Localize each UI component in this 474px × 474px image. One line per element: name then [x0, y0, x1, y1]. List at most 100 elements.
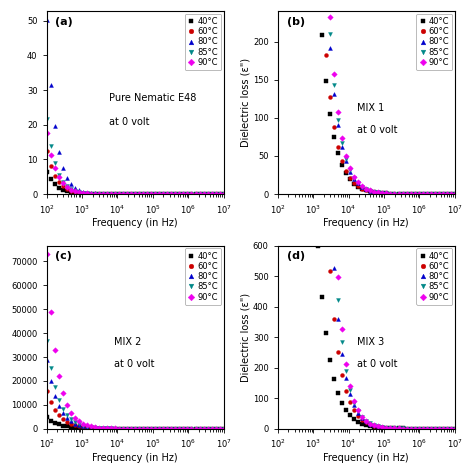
60°C [184, 426, 190, 431]
60°C [217, 426, 222, 431]
80°C [400, 426, 405, 431]
80°C [60, 165, 65, 171]
85°C [148, 191, 154, 197]
40°C [380, 190, 385, 196]
40°C [52, 420, 57, 426]
40°C [432, 191, 438, 197]
60°C [331, 316, 337, 321]
40°C [181, 191, 186, 197]
85°C [116, 191, 122, 197]
60°C [80, 424, 86, 430]
40°C [396, 191, 401, 197]
85°C [444, 191, 450, 197]
60°C [173, 191, 178, 197]
80°C [404, 426, 410, 431]
40°C [156, 191, 162, 197]
60°C [327, 268, 333, 274]
90°C [412, 191, 418, 197]
60°C [380, 424, 385, 430]
40°C [201, 191, 206, 197]
60°C [367, 421, 373, 427]
90°C [424, 426, 429, 431]
90°C [209, 426, 214, 431]
85°C [372, 422, 377, 428]
40°C [367, 423, 373, 429]
40°C [375, 190, 381, 196]
80°C [76, 187, 82, 193]
90°C [96, 191, 102, 197]
80°C [412, 191, 418, 197]
40°C [148, 426, 154, 431]
40°C [164, 426, 170, 431]
40°C [327, 111, 333, 117]
90°C [367, 421, 373, 427]
40°C [327, 357, 333, 363]
60°C [96, 191, 102, 197]
90°C [201, 426, 206, 431]
Text: at 0 volt: at 0 volt [114, 359, 155, 369]
90°C [404, 191, 410, 197]
80°C [88, 425, 94, 430]
60°C [221, 191, 227, 197]
85°C [221, 191, 227, 197]
80°C [197, 426, 202, 431]
90°C [343, 361, 349, 366]
60°C [327, 94, 333, 100]
80°C [64, 415, 70, 421]
90°C [444, 191, 450, 197]
Text: (c): (c) [55, 251, 72, 261]
85°C [176, 426, 182, 431]
85°C [416, 426, 421, 431]
80°C [52, 123, 57, 129]
85°C [339, 140, 345, 146]
60°C [92, 425, 98, 431]
60°C [184, 191, 190, 197]
40°C [100, 426, 106, 431]
40°C [112, 426, 118, 431]
X-axis label: Frequency (in Hz): Frequency (in Hz) [92, 453, 178, 463]
80°C [388, 191, 393, 196]
85°C [400, 426, 405, 431]
40°C [116, 191, 122, 197]
85°C [137, 191, 142, 197]
60°C [383, 425, 389, 430]
85°C [153, 426, 158, 431]
Legend: 40°C, 60°C, 80°C, 85°C, 90°C: 40°C, 60°C, 80°C, 85°C, 90°C [185, 248, 221, 305]
40°C [176, 191, 182, 197]
60°C [108, 191, 114, 197]
80°C [201, 426, 206, 431]
60°C [339, 372, 345, 378]
60°C [116, 426, 122, 431]
60°C [420, 191, 426, 197]
85°C [192, 191, 198, 197]
40°C [132, 191, 138, 197]
40°C [145, 426, 150, 431]
90°C [335, 109, 341, 115]
60°C [388, 191, 393, 197]
40°C [48, 418, 54, 423]
60°C [436, 191, 442, 197]
Text: (d): (d) [287, 251, 305, 261]
60°C [428, 191, 434, 197]
40°C [372, 424, 377, 429]
60°C [181, 426, 186, 431]
90°C [173, 191, 178, 197]
90°C [76, 189, 82, 195]
40°C [52, 182, 57, 187]
80°C [205, 426, 210, 431]
85°C [428, 426, 434, 431]
40°C [351, 181, 357, 186]
85°C [380, 190, 385, 196]
Text: Pure Nematic E48: Pure Nematic E48 [109, 93, 196, 103]
40°C [428, 426, 434, 431]
Line: 85°C: 85°C [276, 0, 457, 430]
40°C [356, 419, 361, 425]
60°C [444, 191, 450, 197]
85°C [432, 426, 438, 431]
80°C [209, 426, 214, 431]
85°C [184, 191, 190, 197]
90°C [153, 426, 158, 431]
Text: (b): (b) [287, 17, 305, 27]
60°C [76, 424, 82, 429]
90°C [392, 191, 397, 197]
